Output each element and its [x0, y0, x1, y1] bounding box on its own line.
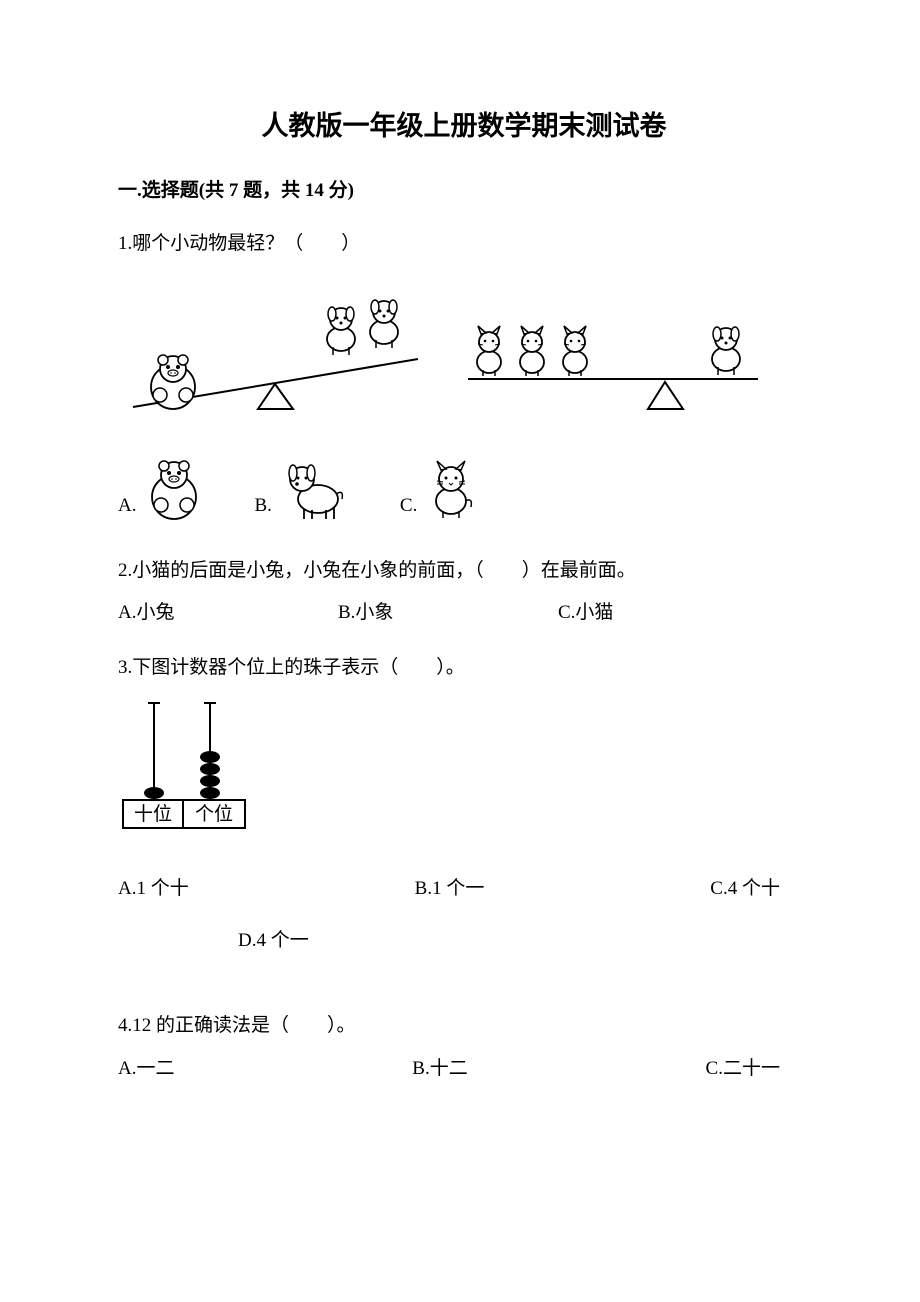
q1-optB-label: B. — [254, 491, 271, 521]
q4-option-a[interactable]: A.一二 — [118, 1054, 174, 1084]
q2-text: 2.小猫的后面是小兔，小兔在小象的前面，（ ）在最前面。 — [118, 556, 810, 586]
seesaw-2 — [458, 279, 768, 429]
q3-option-d[interactable]: D.4 个一 — [238, 926, 810, 956]
q3-option-a[interactable]: A.1 个十 — [118, 874, 189, 904]
question-1: 1.哪个小动物最轻？（ ） — [118, 229, 810, 521]
abacus-diagram: 十位 个位 — [118, 698, 810, 843]
pig-icon — [144, 459, 204, 521]
q3-option-c[interactable]: C.4 个十 — [710, 874, 780, 904]
question-2: 2.小猫的后面是小兔，小兔在小象的前面，（ ）在最前面。 A.小兔 B.小象 C… — [118, 556, 810, 629]
q1-options: A. B. — [118, 459, 810, 521]
abacus-ones-label: 个位 — [195, 803, 233, 825]
abacus-tens-label: 十位 — [134, 803, 172, 825]
q4-text: 4.12 的正确读法是（ ）。 — [118, 1011, 810, 1041]
q2-option-b[interactable]: B.小象 — [338, 598, 558, 628]
q1-optA-label: A. — [118, 491, 136, 521]
q4-option-b[interactable]: B.十二 — [412, 1054, 467, 1084]
q2-option-c[interactable]: C.小猫 — [558, 598, 778, 628]
section-header: 一.选择题(共 7 题，共 14 分) — [118, 176, 810, 206]
q2-option-a[interactable]: A.小兔 — [118, 598, 338, 628]
seesaw-1 — [118, 279, 428, 429]
q1-text: 1.哪个小动物最轻？（ ） — [118, 229, 810, 259]
question-3: 3.下图计数器个位上的珠子表示（ ）。 十位 个位 A.1 个十 B.1 个一 — [118, 653, 810, 957]
dog-icon — [280, 459, 350, 521]
q2-options: A.小兔 B.小象 C.小猫 — [118, 598, 810, 628]
q4-option-c[interactable]: C.二十一 — [706, 1054, 780, 1084]
q3-text: 3.下图计数器个位上的珠子表示（ ）。 — [118, 653, 810, 683]
q3-option-b[interactable]: B.1 个一 — [415, 874, 485, 904]
q4-options: A.一二 B.十二 C.二十一 — [118, 1054, 810, 1084]
question-4: 4.12 的正确读法是（ ）。 A.一二 B.十二 C.二十一 — [118, 1011, 810, 1084]
q3-options-row1: A.1 个十 B.1 个一 C.4 个十 — [118, 874, 810, 904]
seesaw-diagram-row — [118, 279, 810, 429]
q1-option-c[interactable]: C. — [400, 459, 477, 521]
q1-option-a[interactable]: A. — [118, 459, 204, 521]
cat-icon — [425, 459, 477, 521]
page-title: 人教版一年级上册数学期末测试卷 — [118, 105, 810, 148]
q1-option-b[interactable]: B. — [254, 459, 349, 521]
q1-optC-label: C. — [400, 491, 417, 521]
